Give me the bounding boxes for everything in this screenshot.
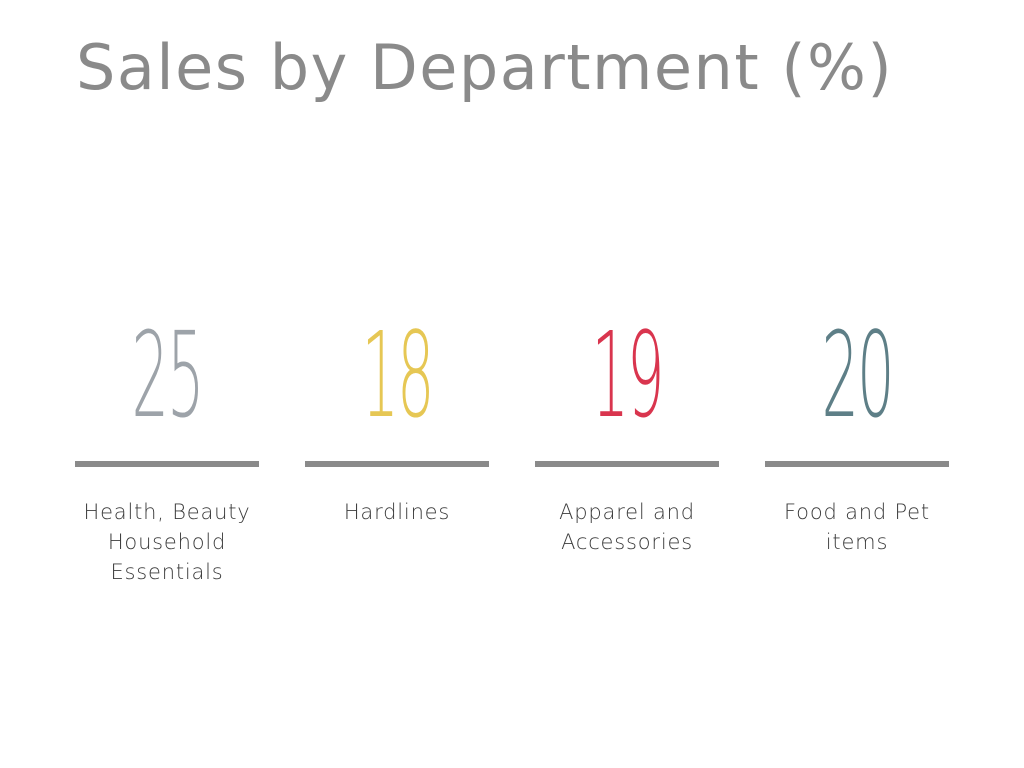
stat-divider [305,461,489,467]
chart-title: Sales by Department (%) [76,31,894,104]
stat-divider [75,461,259,467]
stat-divider [535,461,719,467]
stat-value: 18 [361,306,434,444]
stat-column: 19 Apparel and Accessories [535,300,719,554]
stat-value: 19 [591,306,664,444]
stat-column: 18 Hardlines [305,300,489,524]
stat-divider [765,461,949,467]
stat-column: 20 Food and Pet items [765,300,949,554]
stat-label: Apparel and Accessories [559,500,695,554]
stat-column: 25 Health, Beauty Household Essentials [75,300,259,584]
stat-label: Health, Beauty Household Essentials [83,500,251,584]
stat-label: Hardlines [343,500,451,524]
stat-value: 25 [131,306,204,444]
stat-label: Food and Pet items [784,500,930,554]
stat-value: 20 [821,306,894,444]
